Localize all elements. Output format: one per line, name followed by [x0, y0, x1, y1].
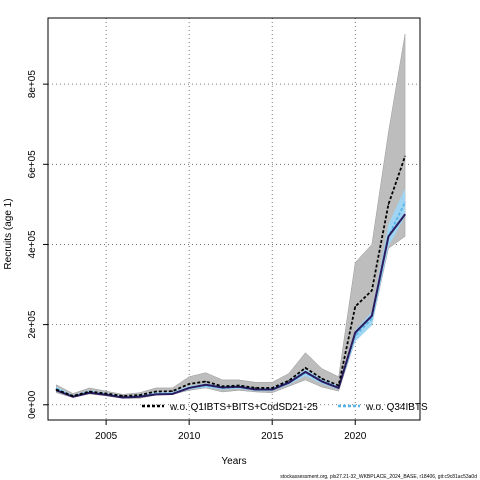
y-tick-label: 2e+05 — [27, 310, 38, 339]
series-1-point — [338, 384, 340, 387]
series-1-line — [55, 155, 406, 397]
series-3-point — [122, 396, 124, 399]
x-tick-label: 2015 — [261, 431, 284, 442]
y-tick-label: 4e+05 — [27, 230, 38, 259]
series-1-point — [271, 387, 273, 389]
series-1-point — [105, 392, 107, 395]
series-1-point — [304, 367, 307, 369]
gridlines — [48, 18, 420, 420]
series-3-point — [155, 393, 157, 395]
legend-label: w.o. Q34IBTS — [365, 402, 428, 413]
series-3-point — [188, 387, 190, 389]
series-3-point — [354, 332, 356, 334]
series-3-point — [205, 384, 207, 386]
y-tick-label: 8e+05 — [27, 70, 38, 99]
series-1-point — [88, 390, 91, 393]
series-2-point — [404, 201, 406, 203]
series-1-point — [404, 155, 406, 157]
series-3-point — [304, 371, 307, 373]
series-3-point — [271, 388, 273, 391]
y-axis-title: Recruits (age 1) — [3, 198, 14, 269]
x-tick-label: 2005 — [95, 431, 118, 442]
series-1-point — [371, 289, 373, 292]
series-3-point — [221, 386, 223, 389]
series-1-point — [221, 385, 223, 387]
series-3-point — [171, 393, 174, 395]
y-tick-label: 0e+00 — [27, 390, 38, 419]
series-1-point — [72, 395, 74, 397]
series-1-point — [254, 387, 257, 389]
series-1-point — [321, 378, 323, 380]
series-1-point — [122, 395, 124, 397]
x-axis: 2005 2010 2015 2020 — [95, 420, 367, 442]
series-1-point — [55, 388, 57, 391]
series-3-line — [55, 213, 406, 399]
series-1-point — [138, 394, 140, 396]
series-3-point — [138, 396, 140, 398]
series-3-point — [254, 388, 257, 391]
plot-frame — [47, 17, 421, 421]
series-1-point — [288, 380, 290, 382]
series-3-point — [288, 382, 290, 384]
x-tick-label: 2020 — [344, 431, 367, 442]
series-1-point — [171, 390, 174, 392]
series-3-point — [338, 387, 340, 389]
series-1-point — [238, 384, 240, 387]
series-lines — [55, 155, 406, 399]
series-1-point — [354, 305, 356, 308]
series-1-point — [188, 383, 190, 385]
series-3-point — [371, 315, 373, 317]
series-1-point — [205, 380, 207, 383]
legend: w.o. Q1IBTS+BITS+CodSD21-25 w.o. Q34IBTS — [142, 402, 428, 413]
x-tick-label: 2010 — [178, 431, 201, 442]
series-3-point — [321, 380, 323, 383]
legend-label: w.o. Q1IBTS+BITS+CodSD21-25 — [169, 402, 318, 413]
series-1-point — [387, 203, 390, 205]
x-axis-title: Years — [221, 456, 246, 467]
y-axis: 0e+00 2e+05 4e+05 6e+05 8e+05 — [27, 70, 48, 419]
series-1-point — [155, 390, 157, 393]
series-3-point — [387, 235, 390, 238]
y-tick-label: 6e+05 — [27, 150, 38, 179]
series-3-point — [404, 213, 406, 215]
footnote: stockassessment.org, pls27.21-32_WKBPLAC… — [280, 474, 477, 480]
series-2-point — [371, 317, 373, 320]
